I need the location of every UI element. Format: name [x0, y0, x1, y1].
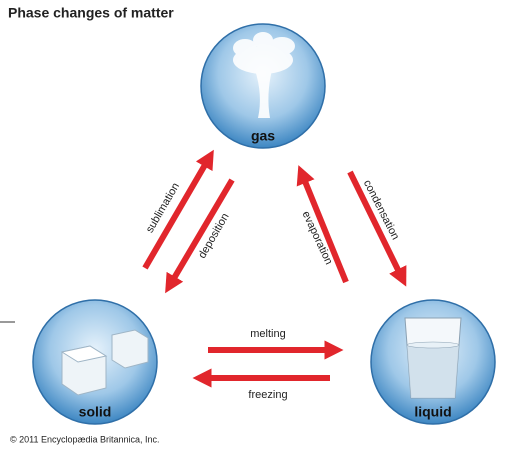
sublimation-label: sublimation [144, 181, 182, 235]
title: Phase changes of matter [8, 5, 174, 21]
diagram: Phase changes of matter gas solid liquid [0, 0, 506, 451]
melting-label: melting [250, 328, 285, 340]
gas-label: gas [251, 128, 275, 144]
solid-node: solid [33, 300, 157, 424]
liquid-node: liquid [371, 300, 495, 424]
gas-node: gas [201, 24, 325, 148]
page: {"title": "Phase changes of matter", "no… [0, 0, 506, 451]
freezing-label: freezing [248, 389, 287, 401]
copyright: © 2011 Encyclopædia Britannica, Inc. [10, 434, 160, 444]
solid-label: solid [79, 404, 112, 420]
liquid-label: liquid [414, 404, 451, 420]
